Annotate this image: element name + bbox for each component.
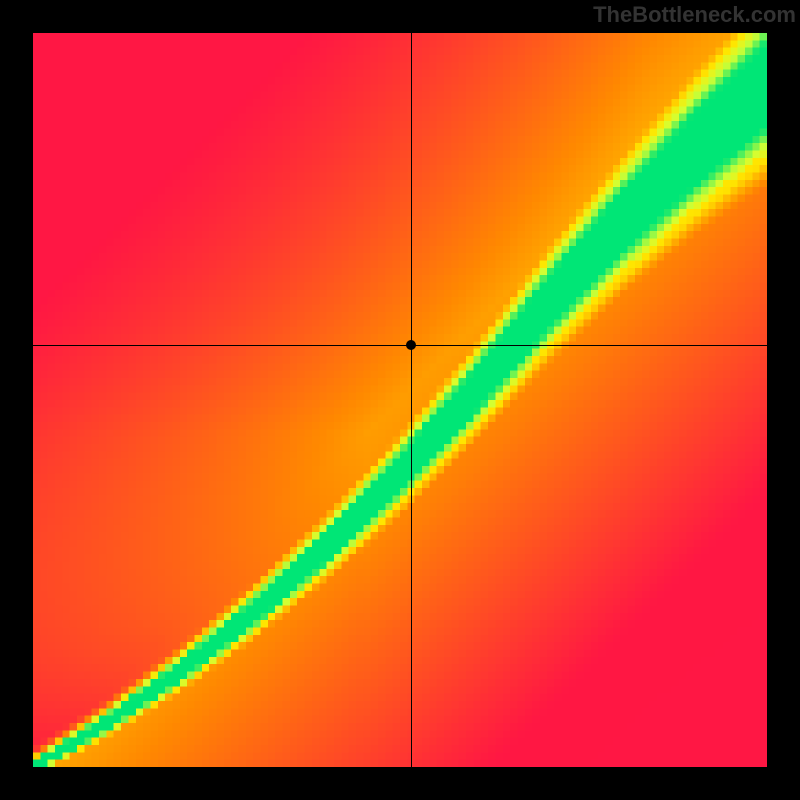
crosshair-horizontal: [33, 345, 767, 346]
watermark-text: TheBottleneck.com: [593, 2, 796, 28]
heatmap-plot: [33, 33, 767, 767]
heatmap-canvas: [33, 33, 767, 767]
crosshair-vertical: [411, 33, 412, 767]
crosshair-marker: [406, 340, 416, 350]
